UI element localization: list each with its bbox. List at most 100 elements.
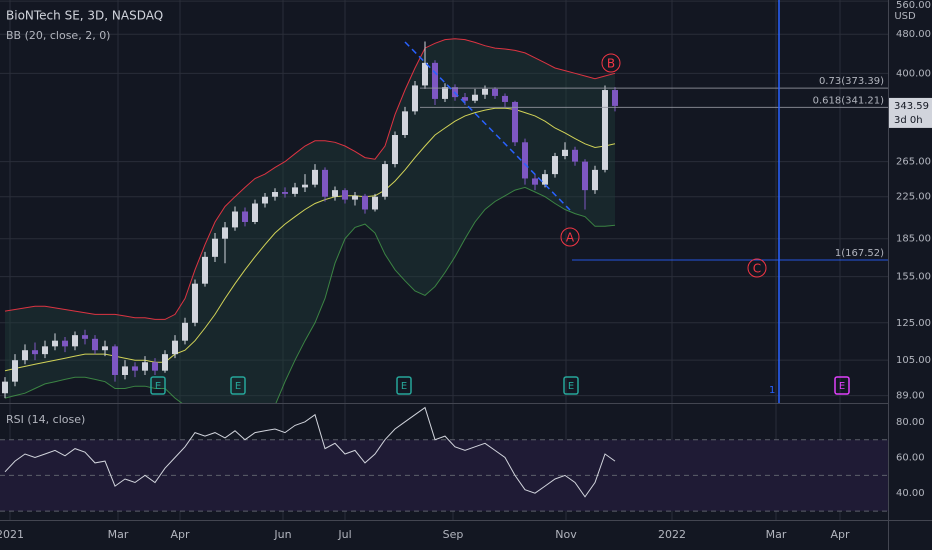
candle-body [532,178,538,185]
candle-body [312,169,318,185]
candle-body [542,174,548,185]
candle-body [12,360,18,382]
candle-body [32,350,38,355]
last-period: 3d 0h [894,115,923,126]
wave-label: B [607,57,615,71]
x-tick-label: Mar [108,528,129,541]
candle-body [132,366,138,371]
candle-body [372,196,378,210]
earnings-badge [563,376,579,395]
earnings-label: E [401,381,407,392]
rsi-tick-label: 60.00 [896,453,925,464]
candle-body [182,322,188,341]
y-tick-label: 89.00 [896,391,925,402]
candle-body [482,88,488,95]
y-tick-label: 105.00 [896,355,931,366]
bb-line [4,186,616,403]
candle-body [272,192,278,197]
candle-body [242,211,248,222]
candle-body [562,149,568,157]
earnings-badge [834,376,850,395]
wave-circle [747,258,767,278]
candle-body [142,362,148,371]
candle-body [462,97,468,101]
earnings-label: E [235,381,241,392]
grid [0,0,888,520]
candle-body [362,195,368,210]
candle-body [2,381,8,394]
candle-body [302,184,308,188]
candle-body [232,211,238,228]
y-tick-label: 265.00 [896,157,931,168]
candle-body [602,90,608,170]
rsi-tick-label: 80.00 [896,417,925,428]
candle-body [332,190,338,197]
y-tick-label: 560.00 [896,0,931,11]
candle-body [192,283,198,323]
price-pane [2,38,888,403]
candle-body [492,88,498,96]
rsi-pane [0,406,888,512]
y-tick-label: 125.00 [896,318,931,329]
bb-line [4,38,616,320]
wave-label: A [566,231,575,245]
y-tick-label: 480.00 [896,29,931,40]
y-tick-label: 400.00 [896,68,931,79]
candle-body [592,169,598,191]
candle-body [42,346,48,355]
indicator-label: BB (20, close, 2, 0) [6,29,110,42]
candle-body [22,350,28,361]
candle-body [82,335,88,339]
candle-body [252,203,258,222]
candle-body [442,87,448,99]
candle-body [382,164,388,197]
wave-label: C [753,262,761,276]
x-tick-label: Apr [170,528,190,541]
x-tick-label: Nov [555,528,577,541]
rsi-label: RSI (14, close) [6,413,85,426]
candle-body [62,340,68,347]
candle-body [472,94,478,101]
candle-body [352,195,358,200]
x-tick-label: Jul [337,528,351,541]
x-tick-label: Apr [830,528,850,541]
fib-label: 0.618(341.21) [813,95,885,106]
last-price-box [889,97,932,128]
earnings-badge [396,376,412,395]
candle-body [282,192,288,194]
candle-body [612,90,618,106]
candle-body [422,62,428,86]
candle-body [152,362,158,371]
candle-body [322,169,328,197]
candle-body [392,135,398,165]
candle-body [72,335,78,347]
fib-label: 0.73(373.39) [819,76,884,87]
candle-body [432,62,438,99]
candle-body [112,346,118,375]
candle-body [102,346,108,351]
candle-body [292,187,298,194]
candle-body [502,95,508,102]
candle-body [582,161,588,191]
time-zone-label: 1 [769,385,775,396]
earnings-label: E [155,381,161,392]
x-tick-label: 2021 [0,528,24,541]
y-tick-label: 155.00 [896,272,931,283]
y-tick-label: 225.00 [896,192,931,203]
wave-circle [560,227,580,247]
candle-body [92,338,98,351]
candle-body [52,340,58,347]
candle-body [412,85,418,112]
candle-body [172,340,178,355]
candle-body [262,196,268,204]
candle-body [552,156,558,175]
candle-body [522,142,528,179]
candle-body [162,354,168,371]
last-price: 343.59 [894,101,929,112]
candle-body [212,238,218,257]
earnings-label: E [839,381,845,392]
candle-body [512,101,518,143]
candle-body [222,227,228,239]
